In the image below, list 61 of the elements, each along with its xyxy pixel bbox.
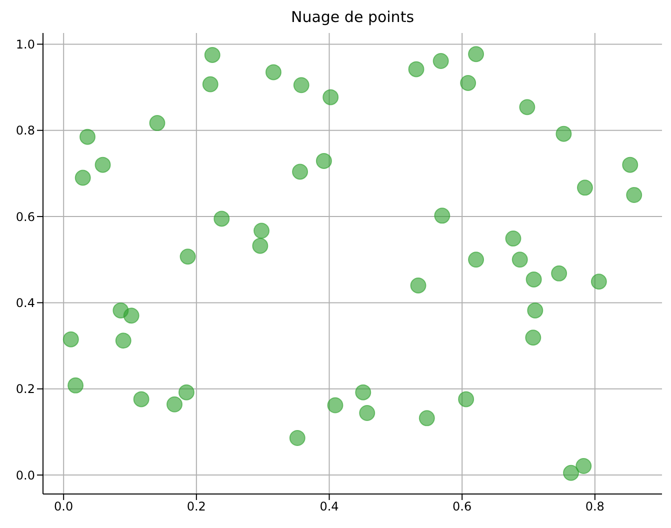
point (434, 208, 450, 224)
point (94, 156, 111, 173)
point (525, 330, 542, 346)
y-tick-label: 0.8 (16, 124, 35, 138)
point (519, 99, 536, 116)
y-tick-label: 0.6 (16, 210, 35, 224)
point (254, 222, 270, 239)
point (460, 74, 476, 91)
point (576, 180, 593, 196)
y-tick-label: 0.0 (16, 468, 35, 482)
point (265, 64, 282, 80)
point (468, 46, 484, 62)
y-tick-label: 0.2 (16, 382, 35, 396)
point (556, 126, 572, 142)
point (133, 391, 150, 408)
y-tick-label: 0.4 (16, 296, 35, 310)
point (252, 238, 268, 254)
point (202, 76, 218, 92)
y-tick-label: 1.0 (16, 37, 35, 52)
point (576, 458, 592, 474)
point (180, 248, 196, 265)
point (316, 152, 332, 169)
point (418, 410, 435, 426)
point (166, 396, 183, 412)
point (214, 210, 230, 227)
x-tick-label: 0.8 (585, 500, 604, 514)
x-tick-label: 0.2 (186, 500, 206, 514)
point (408, 61, 424, 78)
point (512, 252, 528, 268)
point (204, 46, 220, 63)
point (432, 53, 449, 70)
point (410, 277, 426, 294)
point (322, 89, 339, 106)
point (622, 156, 638, 173)
point (62, 331, 79, 348)
point (626, 186, 642, 203)
point (149, 115, 166, 132)
point (551, 265, 568, 282)
point (505, 230, 522, 247)
point (80, 128, 96, 145)
point (289, 430, 306, 446)
point (292, 164, 308, 180)
point (458, 391, 474, 408)
point (115, 332, 132, 349)
chart-title: Nuage de points (290, 8, 416, 26)
point (123, 308, 140, 324)
point (468, 252, 484, 268)
point (355, 384, 372, 400)
point (68, 377, 84, 394)
point (74, 170, 91, 186)
point (327, 397, 344, 414)
x-tick-label: 0.0 (54, 500, 74, 514)
x-tick-label: 0.4 (320, 500, 339, 514)
point (527, 302, 544, 318)
point (563, 464, 580, 481)
point (359, 405, 376, 421)
x-tick-label: 0.6 (452, 500, 472, 514)
point (178, 384, 194, 400)
point (526, 271, 542, 288)
point (590, 274, 607, 290)
point (293, 77, 310, 94)
